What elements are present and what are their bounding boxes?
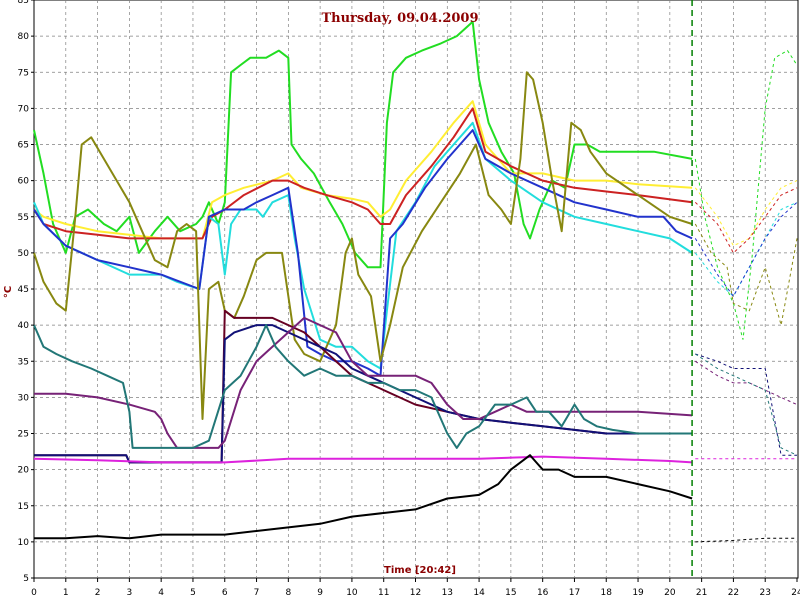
series-forecast-12: [695, 537, 797, 543]
x-tick-label: 4: [158, 588, 164, 598]
series-forecast-3: [694, 187, 798, 254]
x-tick-label: 14: [473, 588, 485, 598]
series-line-11: [33, 455, 693, 464]
grid: [34, 0, 797, 578]
y-tick-label: 60: [18, 177, 30, 187]
y-tick-label: 40: [18, 321, 30, 331]
chart-title: Thursday, 09.04.2009: [321, 11, 478, 26]
x-tick-label: 9: [317, 588, 323, 598]
x-tick-label: 6: [222, 588, 228, 598]
y-axis-label: °C: [3, 286, 14, 298]
y-tick-label: 30: [18, 393, 30, 403]
series-line-2: [33, 100, 693, 240]
x-axis-label: Time [20:42]: [384, 565, 456, 576]
y-tick-label: 70: [18, 104, 30, 114]
x-tick-label: 10: [346, 588, 358, 598]
x-tick-label: 15: [505, 588, 516, 598]
series-forecast-2: [694, 180, 798, 247]
x-tick-label: 12: [410, 588, 421, 598]
y-tick-label: 75: [18, 68, 29, 78]
series-line-10: [33, 324, 693, 449]
x-tick-label: 20: [664, 588, 676, 598]
series-line-3: [33, 107, 693, 240]
x-tick-label: 19: [632, 588, 644, 598]
y-tick-label: 25: [18, 430, 29, 440]
y-tick-label: 15: [18, 502, 29, 512]
x-tick-label: 18: [601, 588, 613, 598]
series-forecast-1: [694, 49, 798, 340]
series-layer: [33, 20, 798, 543]
x-tick-label: 17: [569, 588, 580, 598]
x-tick-label: 24: [791, 588, 800, 598]
y-tick-label: 10: [18, 538, 30, 548]
y-tick-label: 50: [18, 249, 30, 259]
x-tick-label: 23: [759, 588, 770, 598]
x-tick-label: 7: [254, 588, 260, 598]
x-tick-label: 8: [285, 588, 291, 598]
series-line-12: [34, 454, 693, 540]
x-tick-label: 21: [696, 588, 707, 598]
series-forecast-9: [695, 360, 798, 406]
y-tick-label: 35: [18, 357, 29, 367]
x-tick-label: 1: [63, 588, 69, 598]
x-tick-label: 11: [378, 588, 389, 598]
series-line-1: [33, 20, 693, 269]
y-tick-label: 5: [23, 574, 29, 584]
y-tick-label: 80: [18, 32, 30, 42]
ticks: 0 1 2 3 4 5 6 7 8 9 10 11 12 13 14 15 16 17 18 19 20 21 22 23 24…: [18, 0, 800, 598]
series-forecast-5: [694, 201, 798, 298]
y-tick-label: 45: [18, 285, 29, 295]
series-line-9: [34, 316, 693, 449]
y-tick-label: 65: [18, 141, 29, 151]
series-forecast-10: [695, 353, 798, 456]
x-tick-label: 0: [31, 588, 37, 598]
series-forecast-6: [694, 223, 798, 326]
x-tick-label: 5: [190, 588, 196, 598]
y-tick-label: 55: [18, 213, 29, 223]
x-tick-label: 3: [127, 588, 133, 598]
series-forecast-8: [695, 353, 797, 456]
y-tick-label: 85: [18, 0, 29, 6]
x-tick-label: 16: [537, 588, 549, 598]
x-tick-label: 13: [442, 588, 453, 598]
y-tick-label: 20: [18, 466, 30, 476]
series-line-6: [33, 71, 693, 420]
x-tick-label: 22: [728, 588, 739, 598]
x-tick-label: 2: [95, 588, 101, 598]
